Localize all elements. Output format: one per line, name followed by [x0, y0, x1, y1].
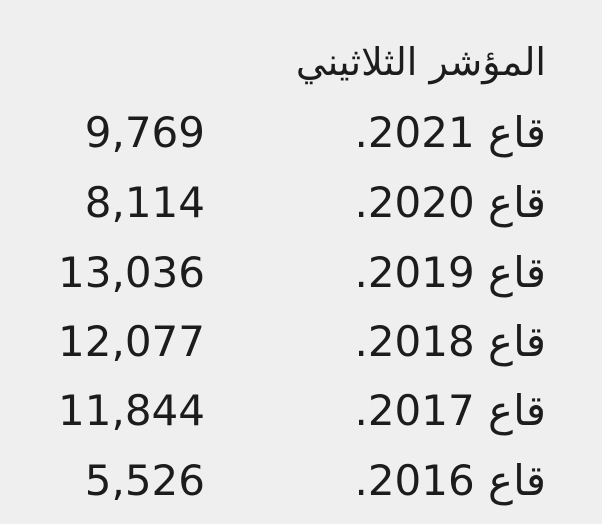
index-value: 9,769 — [84, 108, 205, 157]
index-value: 12,077 — [58, 317, 205, 366]
year-low-label: قاع 2019. — [354, 248, 546, 297]
table-row: قاع 2017. 11,844 — [0, 386, 602, 446]
year-low-label: قاع 2021. — [354, 108, 546, 157]
table-row: قاع 2016. 5,526 — [0, 456, 602, 516]
table-row: قاع 2018. 12,077 — [0, 317, 602, 377]
table-row: قاع 2020. 8,114 — [0, 178, 602, 238]
year-low-label: قاع 2016. — [354, 456, 546, 505]
index-title: المؤشر الثلاثيني — [295, 40, 546, 84]
index-value: 11,844 — [58, 386, 205, 435]
table-row: قاع 2021. 9,769 — [0, 108, 602, 168]
table-row: قاع 2019. 13,036 — [0, 248, 602, 308]
index-value: 5,526 — [84, 456, 205, 505]
index-value: 8,114 — [84, 178, 205, 227]
year-low-label: قاع 2017. — [354, 386, 546, 435]
index-value: 13,036 — [58, 248, 205, 297]
year-low-label: قاع 2018. — [354, 317, 546, 366]
year-low-label: قاع 2020. — [354, 178, 546, 227]
